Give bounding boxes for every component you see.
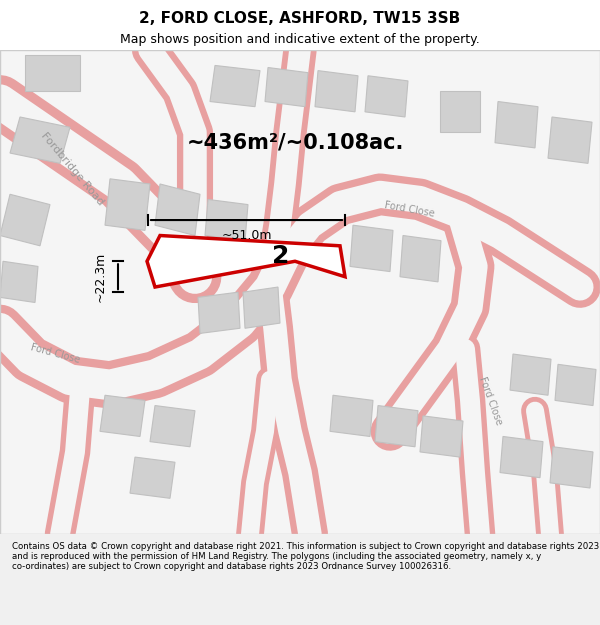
Polygon shape (155, 184, 200, 236)
Polygon shape (150, 406, 195, 447)
Polygon shape (555, 364, 596, 406)
Polygon shape (25, 55, 80, 91)
Polygon shape (440, 91, 480, 132)
Text: 2: 2 (272, 244, 289, 268)
Polygon shape (243, 287, 280, 328)
Text: ~51.0m: ~51.0m (221, 229, 272, 242)
FancyBboxPatch shape (0, 534, 600, 625)
Text: Map shows position and indicative extent of the property.: Map shows position and indicative extent… (120, 32, 480, 46)
Polygon shape (100, 395, 145, 436)
Polygon shape (105, 179, 150, 231)
Polygon shape (550, 447, 593, 488)
Polygon shape (0, 50, 600, 534)
Text: Ford Close: Ford Close (29, 342, 81, 366)
Polygon shape (10, 117, 70, 163)
Text: Ford Close: Ford Close (384, 201, 436, 219)
Polygon shape (510, 354, 551, 395)
Polygon shape (205, 199, 248, 241)
Polygon shape (315, 71, 358, 112)
Text: Contains OS data © Crown copyright and database right 2021. This information is : Contains OS data © Crown copyright and d… (12, 542, 599, 571)
Polygon shape (147, 236, 345, 287)
Polygon shape (130, 457, 175, 498)
Text: ~22.3m: ~22.3m (94, 252, 107, 302)
Text: Ford Close: Ford Close (476, 375, 503, 426)
Polygon shape (400, 236, 441, 282)
Polygon shape (0, 194, 50, 246)
Polygon shape (365, 76, 408, 117)
Text: Fordbridge Road: Fordbridge Road (39, 130, 105, 207)
Polygon shape (548, 117, 592, 163)
Polygon shape (495, 101, 538, 148)
Polygon shape (198, 292, 240, 333)
Polygon shape (350, 225, 393, 272)
Polygon shape (265, 68, 308, 107)
Polygon shape (210, 66, 260, 107)
Polygon shape (420, 416, 463, 457)
Text: ~436m²/~0.108ac.: ~436m²/~0.108ac. (187, 132, 404, 152)
Polygon shape (0, 261, 38, 302)
Polygon shape (500, 436, 543, 478)
Polygon shape (330, 395, 373, 436)
Polygon shape (375, 406, 418, 447)
Text: 2, FORD CLOSE, ASHFORD, TW15 3SB: 2, FORD CLOSE, ASHFORD, TW15 3SB (139, 11, 461, 26)
